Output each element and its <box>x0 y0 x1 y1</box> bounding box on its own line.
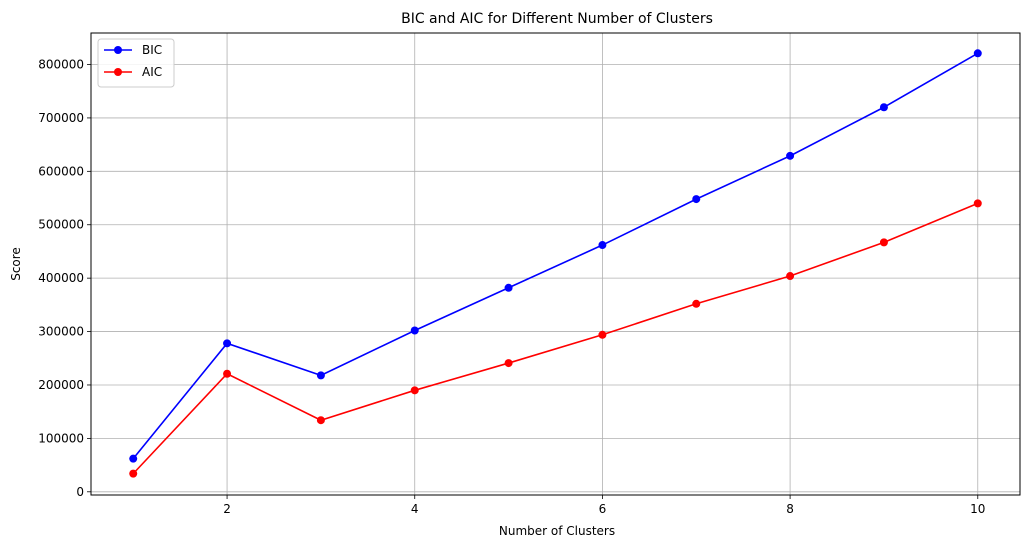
data-point-aic <box>504 359 513 368</box>
data-point-bic <box>410 326 419 335</box>
x-axis-label: Number of Clusters <box>499 524 615 538</box>
data-point-bic <box>316 371 325 380</box>
legend: BIC AIC <box>97 38 175 88</box>
data-point-aic <box>223 369 232 378</box>
data-point-aic <box>973 199 982 208</box>
data-point-bic <box>973 49 982 58</box>
legend-marker-bic <box>114 46 122 54</box>
x-tick-label: 8 <box>786 502 794 516</box>
x-tick-label: 6 <box>599 502 607 516</box>
x-tick-label: 2 <box>223 502 231 516</box>
series-layer <box>129 49 982 478</box>
data-point-bic <box>598 241 607 250</box>
data-point-bic <box>129 454 138 463</box>
y-tick-label: 0 <box>76 485 84 499</box>
data-point-aic <box>598 330 607 339</box>
data-point-bic <box>692 195 701 204</box>
y-tick-label: 800000 <box>38 58 84 72</box>
chart-title: BIC and AIC for Different Number of Clus… <box>401 11 713 27</box>
data-point-bic <box>879 103 888 112</box>
y-tick-label: 700000 <box>38 111 84 125</box>
x-axis-ticks: 2 4 6 8 10 <box>223 495 985 516</box>
legend-label-bic: BIC <box>142 43 162 57</box>
y-tick-label: 600000 <box>38 164 84 178</box>
data-point-aic <box>692 299 701 308</box>
legend-marker-aic <box>114 68 122 76</box>
y-tick-label: 300000 <box>38 325 84 339</box>
data-point-bic <box>223 339 232 348</box>
data-point-aic <box>879 238 888 247</box>
data-point-aic <box>316 416 325 425</box>
x-tick-label: 4 <box>411 502 419 516</box>
data-point-aic <box>786 272 795 281</box>
series-line-aic <box>132 202 979 475</box>
data-point-bic <box>786 151 795 160</box>
y-tick-label: 200000 <box>38 378 84 392</box>
y-tick-label: 400000 <box>38 271 84 285</box>
x-tick-label: 10 <box>970 502 985 516</box>
data-point-aic <box>410 386 419 395</box>
data-point-aic <box>129 469 138 478</box>
y-axis-label: Score <box>9 247 23 281</box>
plot-frame <box>90 32 1021 496</box>
series-line-bic <box>132 52 979 460</box>
y-tick-label: 100000 <box>38 431 84 445</box>
y-tick-label: 500000 <box>38 218 84 232</box>
data-point-bic <box>504 283 513 292</box>
y-axis-ticks: 0 100000 200000 300000 400000 500000 600000 700… <box>38 58 91 499</box>
legend-box <box>97 38 175 88</box>
legend-label-aic: AIC <box>142 65 162 79</box>
grid-lines <box>91 33 1020 495</box>
